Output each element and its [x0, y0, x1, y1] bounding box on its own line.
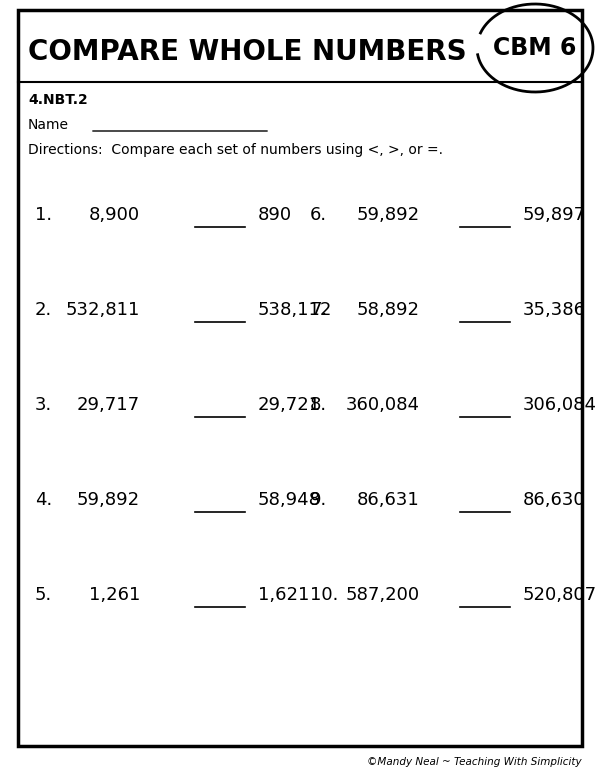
Text: 890: 890: [258, 206, 292, 224]
Text: 1.: 1.: [35, 206, 52, 224]
Text: CBM 6: CBM 6: [493, 36, 577, 60]
Text: 5.: 5.: [35, 586, 52, 604]
Text: 10.: 10.: [310, 586, 338, 604]
Text: 58,892: 58,892: [357, 301, 420, 319]
Text: 360,084: 360,084: [346, 396, 420, 414]
Text: 520,807: 520,807: [523, 586, 597, 604]
Text: 86,631: 86,631: [357, 491, 420, 509]
Text: 59,892: 59,892: [357, 206, 420, 224]
Text: 1,621: 1,621: [258, 586, 310, 604]
Text: 35,386: 35,386: [523, 301, 586, 319]
Text: ©Mandy Neal ~ Teaching With Simplicity: ©Mandy Neal ~ Teaching With Simplicity: [367, 757, 582, 767]
Text: 6.: 6.: [310, 206, 327, 224]
Text: 8,900: 8,900: [89, 206, 140, 224]
Text: 7.: 7.: [310, 301, 327, 319]
Text: 29,717: 29,717: [77, 396, 140, 414]
Text: 306,084: 306,084: [523, 396, 597, 414]
Text: 1,261: 1,261: [89, 586, 140, 604]
Text: 59,897: 59,897: [523, 206, 586, 224]
Text: COMPARE WHOLE NUMBERS: COMPARE WHOLE NUMBERS: [28, 38, 467, 66]
Text: 4.: 4.: [35, 491, 52, 509]
Text: 538,112: 538,112: [258, 301, 332, 319]
Text: 4.NBT.2: 4.NBT.2: [28, 93, 88, 107]
Text: Name: Name: [28, 118, 69, 132]
Text: 29,721: 29,721: [258, 396, 321, 414]
Text: Directions:  Compare each set of numbers using <, >, or =.: Directions: Compare each set of numbers …: [28, 143, 443, 157]
Text: 9.: 9.: [310, 491, 327, 509]
Text: 3.: 3.: [35, 396, 52, 414]
Text: 58,948: 58,948: [258, 491, 321, 509]
Text: 8.: 8.: [310, 396, 327, 414]
Text: 2.: 2.: [35, 301, 52, 319]
Text: 86,630: 86,630: [523, 491, 586, 509]
Text: 532,811: 532,811: [65, 301, 140, 319]
Text: 587,200: 587,200: [346, 586, 420, 604]
Text: 59,892: 59,892: [77, 491, 140, 509]
